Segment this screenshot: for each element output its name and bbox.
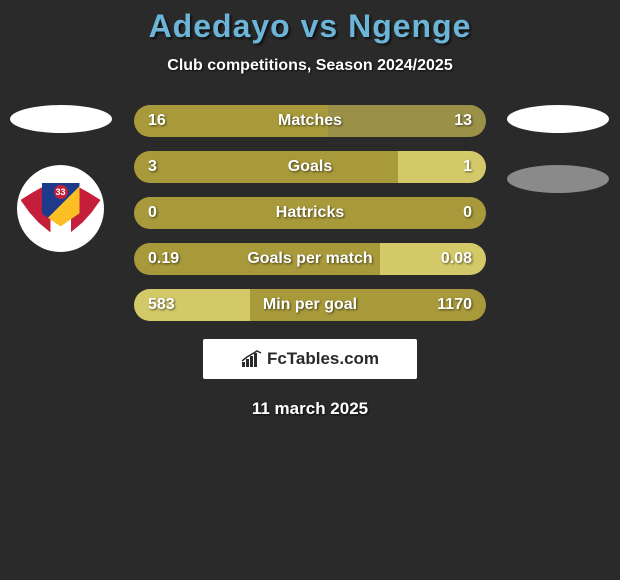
stat-bar-row: 3 Goals 1 — [134, 151, 486, 183]
stat-bar-row: 16 Matches 13 — [134, 105, 486, 137]
bar-content: 583 Min per goal 1170 — [134, 289, 486, 321]
bar-left-value: 583 — [148, 296, 175, 314]
logo-text: FcTables.com — [267, 349, 379, 369]
bar-left-value: 0.19 — [148, 250, 179, 268]
crest-number: 33 — [54, 185, 68, 199]
bar-left-value: 16 — [148, 112, 166, 130]
chart-icon — [241, 350, 263, 368]
bar-content: 0 Hattricks 0 — [134, 197, 486, 229]
bar-content: 16 Matches 13 — [134, 105, 486, 137]
bar-label: Goals — [288, 158, 332, 176]
bar-content: 0.19 Goals per match 0.08 — [134, 243, 486, 275]
bar-left-value: 3 — [148, 158, 157, 176]
bar-right-value: 1 — [463, 158, 472, 176]
date-text: 11 march 2025 — [0, 399, 620, 419]
bar-label: Matches — [278, 112, 342, 130]
subtitle: Club competitions, Season 2024/2025 — [0, 57, 620, 75]
stat-bars: 16 Matches 13 3 Goals 1 0 Hattricks 0 0.19 Goals p… — [134, 105, 486, 321]
bar-label: Min per goal — [263, 296, 357, 314]
bar-right-value: 0.08 — [441, 250, 472, 268]
stats-area: 33 16 Matches 13 3 Goals 1 0 Hattricks 0 0.19 Goal… — [0, 105, 620, 321]
right-badges — [505, 105, 610, 193]
left-ellipse-placeholder — [10, 105, 112, 133]
bar-content: 3 Goals 1 — [134, 151, 486, 183]
fctables-logo[interactable]: FcTables.com — [203, 339, 417, 379]
stat-bar-row: 0.19 Goals per match 0.08 — [134, 243, 486, 275]
stat-bar-row: 0 Hattricks 0 — [134, 197, 486, 229]
bar-label: Hattricks — [276, 204, 344, 222]
right-ellipse-placeholder-2 — [507, 165, 609, 193]
team-crest-left: 33 — [17, 165, 104, 252]
stat-bar-row: 583 Min per goal 1170 — [134, 289, 486, 321]
bar-right-value: 0 — [463, 204, 472, 222]
page-title: Adedayo vs Ngenge — [0, 8, 620, 45]
right-ellipse-placeholder-1 — [507, 105, 609, 133]
bar-label: Goals per match — [247, 250, 372, 268]
left-badges: 33 — [8, 105, 113, 252]
bar-left-value: 0 — [148, 204, 157, 222]
crest-graphic: 33 — [27, 175, 95, 243]
bar-right-value: 1170 — [437, 296, 472, 314]
comparison-card: Adedayo vs Ngenge Club competitions, Sea… — [0, 0, 620, 419]
bar-right-value: 13 — [454, 112, 472, 130]
